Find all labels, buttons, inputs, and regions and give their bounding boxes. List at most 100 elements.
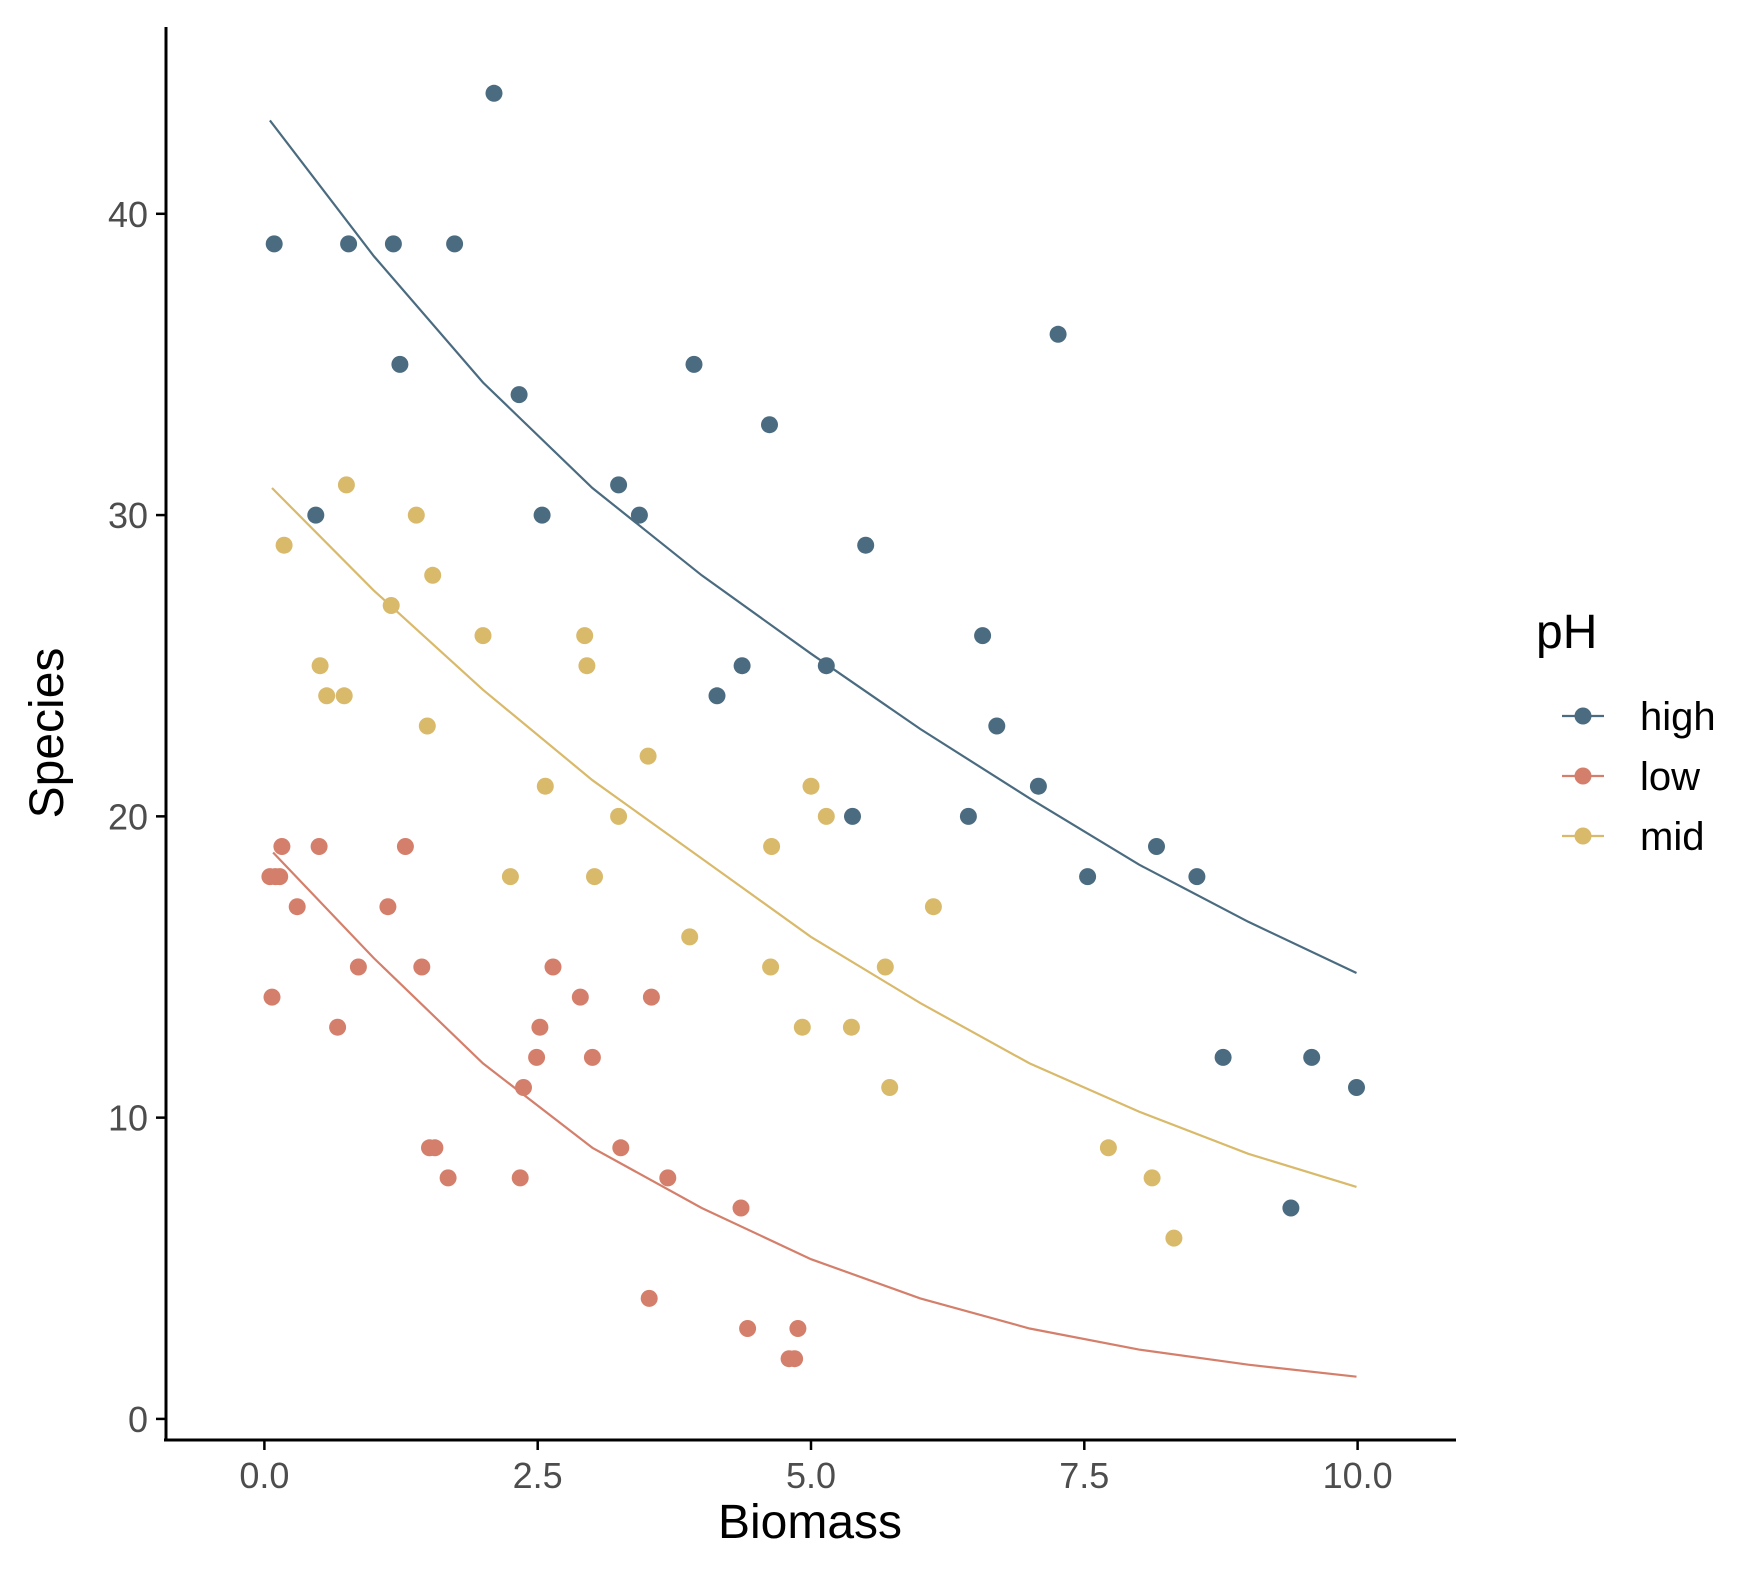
- y-tick-label: 40: [108, 194, 148, 235]
- x-tick-label: 5.0: [786, 1455, 836, 1496]
- point-low: [531, 1018, 549, 1036]
- point-high: [959, 807, 977, 825]
- y-tick-label: 10: [108, 1098, 148, 1139]
- point-high: [761, 416, 778, 434]
- point-low: [349, 958, 367, 976]
- point-mid: [1099, 1139, 1117, 1157]
- point-high: [817, 657, 835, 675]
- point-high: [844, 807, 861, 825]
- x-axis-title: Biomass: [718, 1496, 902, 1549]
- point-low: [544, 958, 562, 976]
- point-mid: [881, 1079, 899, 1096]
- point-high: [1348, 1079, 1365, 1096]
- point-mid: [424, 566, 442, 584]
- point-mid: [610, 807, 628, 825]
- point-mid: [275, 536, 293, 554]
- point-high: [988, 717, 1006, 735]
- legend: pH high low mid: [1536, 606, 1716, 859]
- fit-lines: [269, 119, 1357, 1378]
- point-high: [1029, 777, 1047, 795]
- point-high: [307, 506, 325, 524]
- point-high: [340, 235, 358, 253]
- point-mid: [586, 868, 603, 886]
- y-axis-ticks: 0 10 20 30 40: [108, 194, 166, 1440]
- x-axis-ticks: 0.0 2.5 5.0 7.5 10.0: [239, 1440, 1393, 1496]
- point-high: [391, 355, 409, 373]
- point-high: [265, 235, 283, 253]
- point-mid: [817, 807, 835, 825]
- point-high: [384, 235, 402, 253]
- point-low: [263, 988, 281, 1006]
- point-mid: [842, 1018, 860, 1036]
- point-low: [642, 988, 660, 1006]
- point-low: [659, 1169, 677, 1187]
- legend-key-point-high: [1574, 707, 1592, 725]
- point-low: [511, 1169, 529, 1187]
- point-mid: [335, 687, 353, 705]
- fit-line-mid: [271, 487, 1357, 1188]
- point-low: [789, 1320, 807, 1337]
- fit-line-high: [269, 119, 1357, 974]
- point-mid: [793, 1018, 811, 1036]
- point-high: [733, 657, 751, 675]
- point-high: [974, 627, 992, 645]
- y-tick-label: 0: [128, 1399, 148, 1440]
- point-mid: [1143, 1169, 1161, 1187]
- point-mid: [474, 627, 492, 645]
- point-high: [446, 235, 464, 253]
- fit-line-low: [272, 851, 1357, 1378]
- point-high: [1079, 868, 1097, 886]
- point-high: [708, 687, 726, 705]
- point-mid: [536, 777, 554, 795]
- point-mid: [337, 476, 355, 494]
- legend-title: pH: [1536, 606, 1597, 659]
- point-low: [413, 958, 431, 976]
- point-low: [583, 1048, 601, 1066]
- point-mid: [318, 687, 336, 705]
- point-low: [271, 868, 289, 886]
- point-low: [396, 838, 414, 855]
- point-low: [426, 1139, 444, 1157]
- point-low: [515, 1079, 532, 1096]
- point-low: [786, 1350, 804, 1368]
- point-mid: [418, 717, 436, 735]
- y-axis-title: Species: [21, 648, 74, 819]
- point-mid: [762, 958, 780, 976]
- point-mid: [876, 958, 894, 976]
- point-mid: [407, 506, 425, 524]
- point-high: [1214, 1048, 1232, 1066]
- point-mid: [311, 657, 329, 675]
- point-mid: [802, 777, 820, 795]
- point-low: [739, 1320, 757, 1337]
- point-high: [533, 506, 551, 524]
- x-tick-label: 10.0: [1323, 1455, 1393, 1496]
- point-mid: [382, 597, 400, 614]
- legend-label-low: low: [1640, 755, 1700, 799]
- point-high: [485, 84, 503, 102]
- point-high: [1282, 1199, 1300, 1217]
- point-low: [329, 1018, 347, 1036]
- point-high: [610, 476, 628, 494]
- point-low: [439, 1169, 457, 1187]
- point-low: [273, 838, 291, 855]
- point-mid: [1165, 1229, 1183, 1247]
- point-high: [1148, 838, 1165, 855]
- point-high: [510, 386, 528, 404]
- point-low: [732, 1199, 750, 1217]
- point-low: [571, 988, 589, 1006]
- x-tick-label: 2.5: [513, 1455, 563, 1496]
- point-mid: [501, 868, 519, 886]
- legend-key-point-mid: [1574, 827, 1592, 845]
- legend-label-high: high: [1640, 695, 1716, 739]
- point-high: [1188, 868, 1206, 886]
- point-high: [1303, 1048, 1321, 1066]
- y-tick-label: 20: [108, 796, 148, 837]
- point-mid: [924, 898, 942, 916]
- point-high: [685, 355, 703, 373]
- x-tick-label: 0.0: [239, 1455, 289, 1496]
- point-mid: [578, 657, 596, 675]
- point-mid: [763, 838, 781, 855]
- point-high: [630, 506, 648, 524]
- legend-label-mid: mid: [1640, 815, 1704, 859]
